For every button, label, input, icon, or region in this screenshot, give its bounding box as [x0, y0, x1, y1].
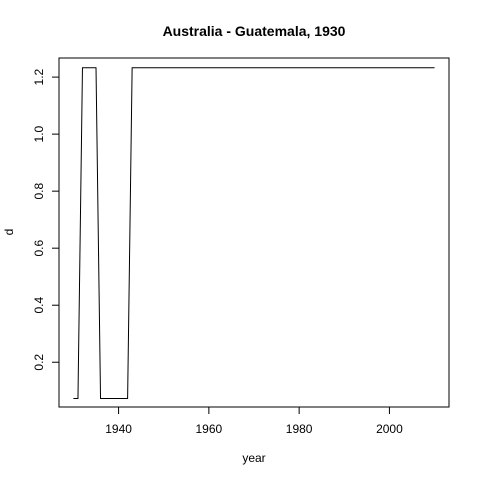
plot-frame	[58, 57, 450, 408]
x-tick-label: 2000	[376, 422, 403, 436]
y-tick-label: 0.2	[32, 354, 46, 371]
y-axis-label: d	[2, 229, 16, 236]
x-tick-label: 1940	[105, 422, 132, 436]
x-tick-label: 1980	[286, 422, 313, 436]
y-tick-label: 1.0	[32, 125, 46, 142]
x-axis-label: year	[242, 451, 265, 465]
y-tick-label: 0.8	[32, 182, 46, 199]
y-tick-label: 0.4	[32, 297, 46, 314]
chart-title: Australia - Guatemala, 1930	[163, 23, 346, 39]
y-axis: 0.2 0.4 0.6 0.8 1.0 1.2	[32, 68, 59, 371]
y-tick-label: 0.6	[32, 240, 46, 257]
series-line	[73, 67, 435, 399]
x-axis: 1940 1960 1980 2000	[105, 407, 403, 436]
x-tick-label: 1960	[196, 422, 223, 436]
y-tick-label: 1.2	[32, 68, 46, 85]
